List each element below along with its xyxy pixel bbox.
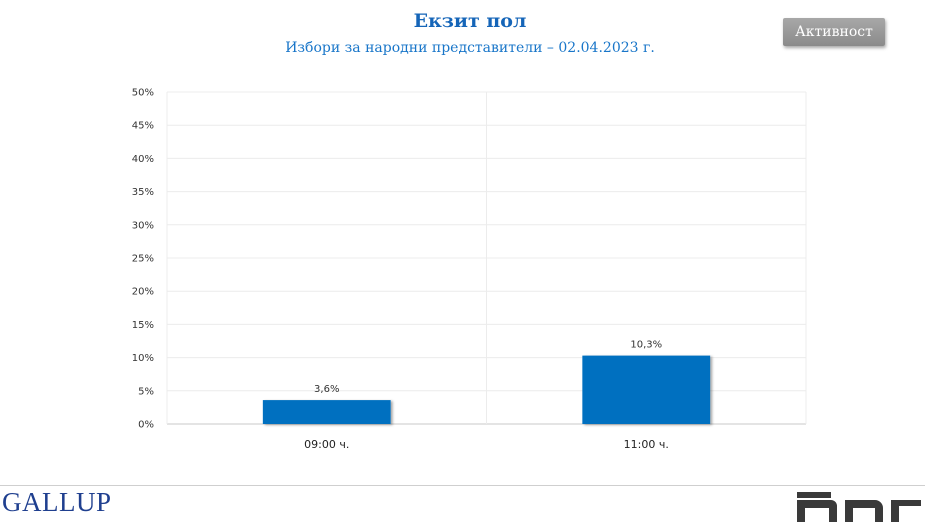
- y-tick-label: 40%: [132, 154, 154, 165]
- gallup-logo: GALLUP: [2, 487, 112, 517]
- bnr-logo-icon: [797, 492, 921, 522]
- bar: [582, 355, 711, 424]
- bar: [262, 400, 391, 424]
- x-tick-label: 09:00 ч.: [304, 438, 349, 451]
- y-tick-label: 20%: [132, 287, 154, 298]
- chart-subtitle: Избори за народни представители – 02.04.…: [285, 40, 655, 56]
- y-tick-label: 25%: [132, 254, 154, 265]
- bar-chart: 0% 5% 10% 15% 20% 25% 30% 35% 40% 45% 50% 3,6% 09:00…: [132, 88, 807, 451]
- chart-title: Екзит пол: [413, 10, 527, 32]
- data-label: 10,3%: [630, 340, 662, 351]
- activity-button[interactable]: Активност: [783, 18, 885, 46]
- x-tick-label: 11:00 ч.: [624, 438, 669, 451]
- y-tick-label: 0%: [138, 420, 154, 431]
- data-label: 3,6%: [314, 384, 339, 395]
- y-tick-label: 30%: [132, 220, 154, 231]
- y-tick-label: 10%: [132, 353, 154, 364]
- y-tick-label: 50%: [132, 88, 154, 99]
- y-tick-label: 5%: [138, 386, 154, 397]
- footer-divider: [0, 485, 925, 486]
- y-tick-label: 45%: [132, 121, 154, 132]
- y-tick-label: 15%: [132, 320, 154, 331]
- y-tick-label: 35%: [132, 187, 154, 198]
